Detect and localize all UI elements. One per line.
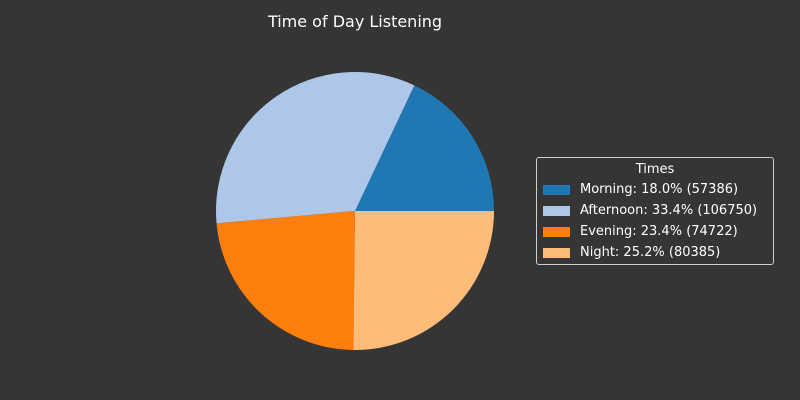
legend-swatch-morning bbox=[543, 184, 570, 195]
legend-label-afternoon: Afternoon: 33.4% (106750) bbox=[580, 203, 758, 218]
pie-slice-afternoon bbox=[216, 71, 415, 224]
pie-slice-morning bbox=[355, 85, 494, 211]
legend: Times Morning: 18.0% (57386) Afternoon: … bbox=[536, 157, 774, 265]
chart-title: Time of Day Listening bbox=[267, 12, 443, 31]
legend-item-morning: Morning: 18.0% (57386) bbox=[537, 179, 773, 200]
legend-item-evening: Evening: 23.4% (74722) bbox=[537, 221, 773, 242]
legend-item-night: Night: 25.2% (80385) bbox=[537, 242, 773, 263]
legend-label-night: Night: 25.2% (80385) bbox=[580, 245, 721, 260]
legend-label-evening: Evening: 23.4% (74722) bbox=[580, 224, 738, 239]
legend-item-afternoon: Afternoon: 33.4% (106750) bbox=[537, 200, 773, 221]
legend-swatch-evening bbox=[543, 226, 570, 237]
legend-swatch-night bbox=[543, 247, 570, 258]
legend-title: Times bbox=[635, 162, 675, 177]
pie-slice-night bbox=[353, 211, 494, 350]
legend-label-morning: Morning: 18.0% (57386) bbox=[580, 182, 739, 197]
pie-slice-evening bbox=[216, 211, 355, 350]
legend-swatch-afternoon bbox=[543, 205, 570, 216]
